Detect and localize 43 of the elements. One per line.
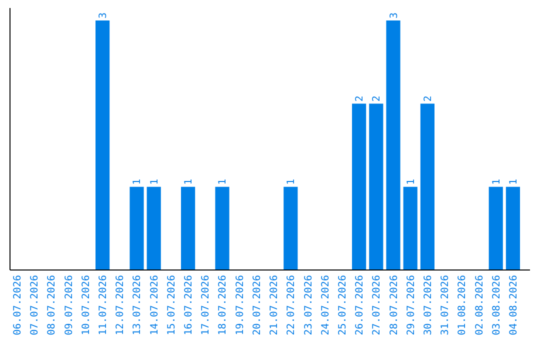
x-tick-label: 25.07.2026 (337, 275, 348, 336)
x-tick-label: 19.07.2026 (234, 275, 246, 336)
x-tick-label: 14.07.2026 (149, 275, 160, 336)
data-label: 3 (98, 12, 110, 18)
x-tick-label: 03.08.2026 (491, 275, 502, 336)
x-tick-label: 23.07.2026 (303, 275, 314, 336)
x-tick-label: 18.07.2026 (218, 275, 229, 336)
x-tick-label: 28.07.2026 (388, 275, 400, 336)
data-label: 2 (372, 96, 383, 102)
x-tick-label: 26.07.2026 (354, 275, 366, 336)
x-tick-label: 09.07.2026 (64, 275, 75, 336)
data-label: 1 (491, 178, 502, 185)
x-tick-label: 16.07.2026 (184, 275, 195, 336)
x-tick-label: 17.07.2026 (200, 275, 212, 336)
x-tick-label: 21.07.2026 (269, 275, 280, 336)
x-tick-label: 24.07.2026 (320, 275, 332, 336)
x-tick-label: 08.07.2026 (46, 275, 58, 336)
data-label: 1 (184, 178, 195, 185)
x-tick-label: 20.07.2026 (252, 275, 263, 336)
x-tick-label: 22.07.2026 (286, 275, 298, 336)
data-label: 1 (286, 178, 298, 185)
data-label: 1 (218, 178, 229, 185)
x-tick-label: 10.07.2026 (80, 275, 92, 336)
x-tick-label: 04.08.2026 (508, 275, 520, 336)
data-label: 3 (388, 12, 400, 18)
data-label: 2 (354, 96, 366, 102)
x-tick-label: 29.07.2026 (406, 275, 417, 336)
data-label: 1 (508, 178, 520, 185)
data-label: 2 (422, 96, 434, 102)
data-label: 1 (132, 178, 144, 185)
x-tick-label: 30.07.2026 (422, 275, 434, 336)
x-tick-label: 11.07.2026 (98, 275, 110, 336)
x-tick-label: 13.07.2026 (132, 275, 144, 336)
x-tick-label: 06.07.2026 (12, 275, 24, 336)
x-tick-label: 12.07.2026 (115, 275, 126, 336)
x-tick-label: 02.08.2026 (474, 275, 486, 336)
x-tick-label: 31.07.2026 (440, 275, 452, 336)
data-label: 1 (149, 178, 160, 185)
x-tick-label: 07.07.2026 (30, 275, 41, 336)
x-tick-label: 27.07.2026 (372, 275, 383, 336)
x-tick-label: 15.07.2026 (166, 275, 178, 336)
data-label: 1 (406, 178, 417, 185)
x-tick-label: 01.08.2026 (457, 275, 468, 336)
